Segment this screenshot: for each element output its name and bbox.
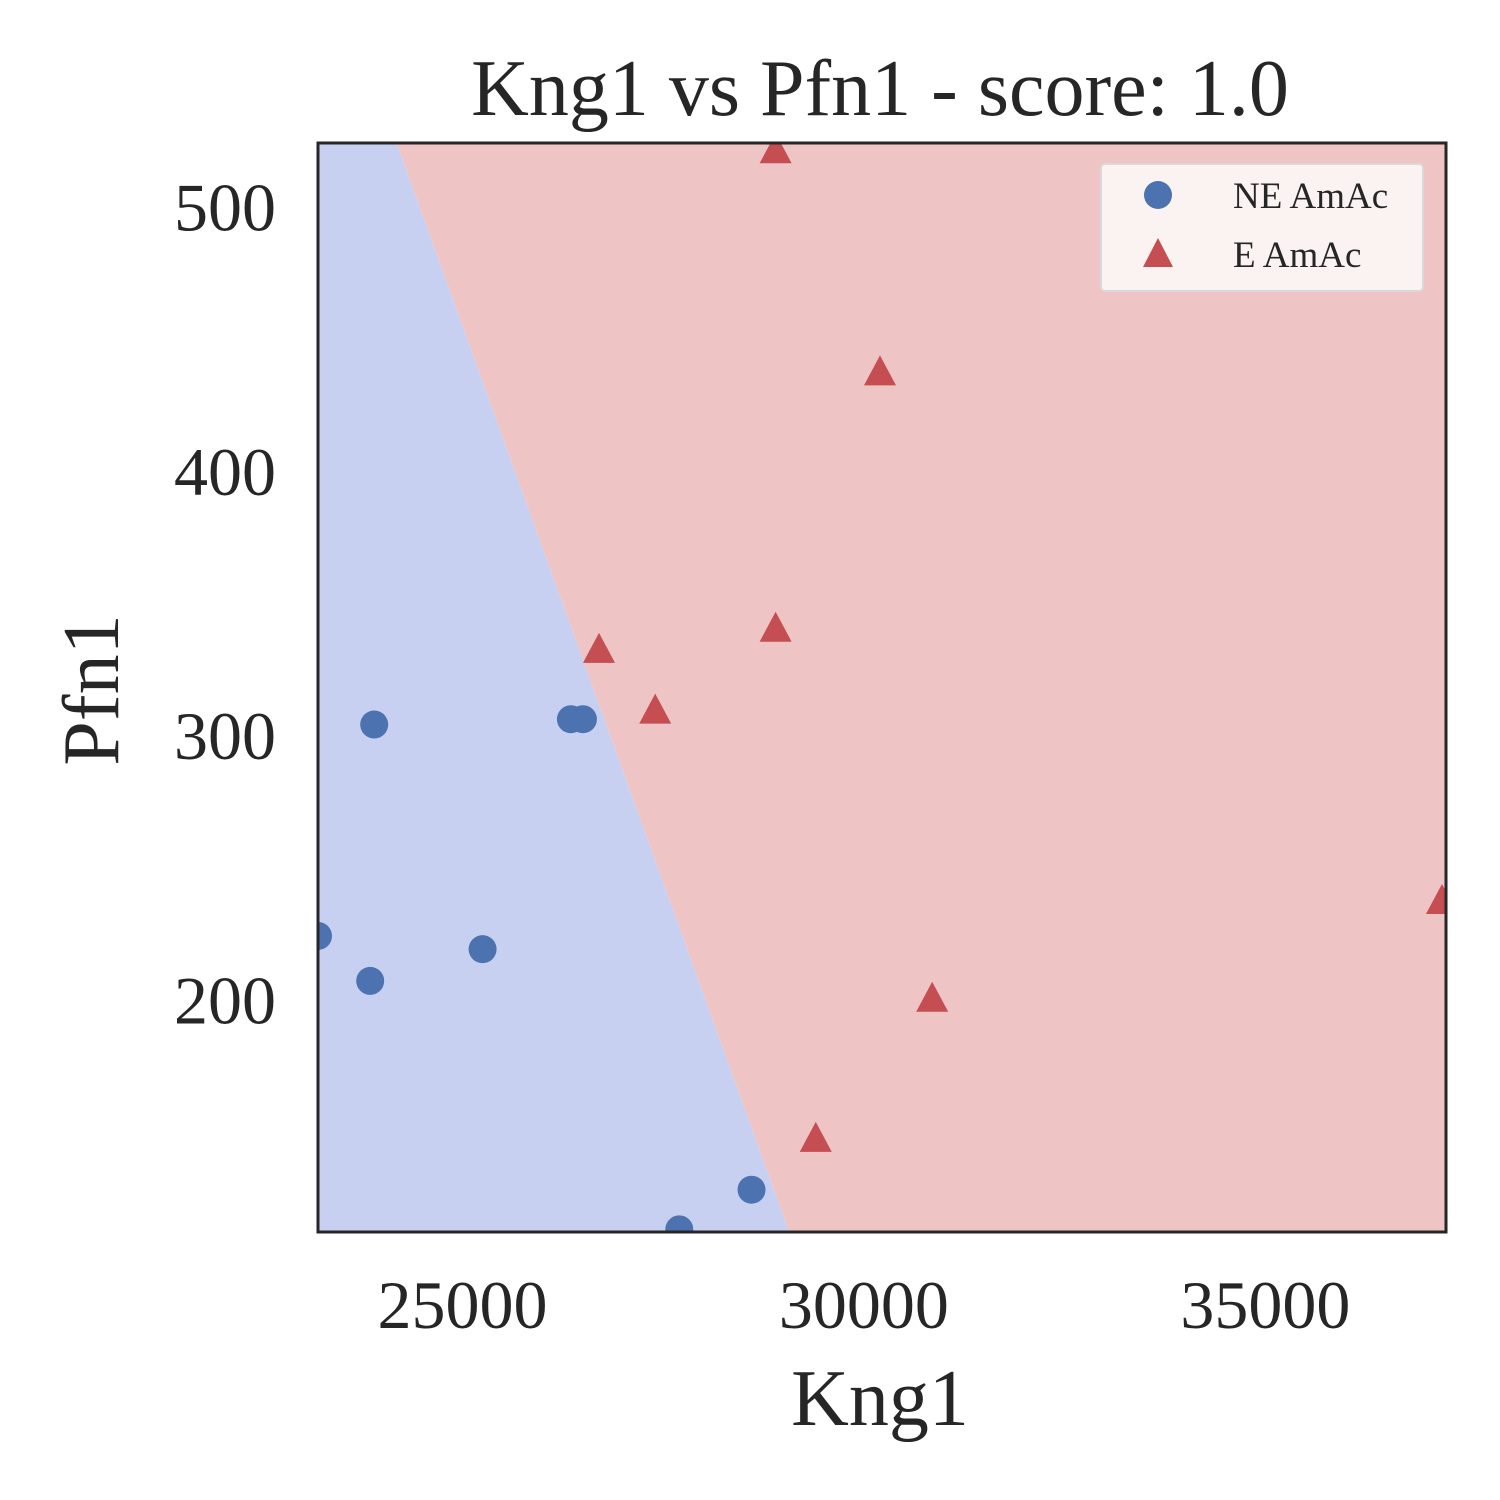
y-tick-label-0: 200 <box>174 962 276 1038</box>
y-tick-label-1: 300 <box>174 698 276 774</box>
region-ne-amac <box>318 143 790 1232</box>
legend-box <box>1100 163 1424 292</box>
point-ne-amac-7 <box>737 1175 766 1204</box>
point-e-amac-5 <box>799 1121 832 1152</box>
point-e-amac-7 <box>1425 883 1446 914</box>
x-axis-ticks: 25000 30000 35000 <box>378 1267 1351 1343</box>
point-ne-amac-6 <box>665 1215 694 1232</box>
legend-marker-e-amac <box>1143 238 1173 267</box>
legend-label-ne-amac: NE AmAc <box>1233 176 1388 217</box>
point-e-amac-6 <box>916 981 949 1012</box>
x-axis-label: Kng1 <box>791 1355 969 1443</box>
point-e-amac-1 <box>863 355 896 386</box>
point-e-amac-3 <box>582 632 615 663</box>
data-points <box>318 143 1446 1232</box>
point-ne-amac-1 <box>360 710 389 739</box>
point-ne-amac-0 <box>318 921 332 950</box>
point-e-amac-0 <box>759 143 792 164</box>
x-tick-label-2: 35000 <box>1180 1267 1350 1343</box>
y-tick-label-2: 400 <box>174 434 276 510</box>
y-tick-label-3: 500 <box>174 169 276 245</box>
chart-title: Kng1 vs Pfn1 - score: 1.0 <box>471 45 1289 133</box>
legend-label-e-amac: E AmAc <box>1233 235 1361 276</box>
plot-area <box>316 141 1448 1234</box>
point-e-amac-4 <box>639 693 672 724</box>
region-e-amac <box>396 143 1447 1232</box>
point-e-amac-2 <box>759 611 792 642</box>
legend: NE AmAc E AmAc <box>1100 163 1424 292</box>
plot-frame <box>316 141 1448 1234</box>
point-ne-amac-3 <box>468 935 497 964</box>
y-axis-ticks: 200 300 400 500 <box>174 169 276 1038</box>
point-ne-amac-2 <box>356 966 385 995</box>
y-axis-label: Pfn1 <box>48 614 136 765</box>
x-tick-label-1: 30000 <box>779 1267 949 1343</box>
x-tick-label-0: 25000 <box>378 1267 548 1343</box>
point-ne-amac-5 <box>568 705 597 734</box>
legend-marker-ne-amac <box>1144 181 1172 209</box>
